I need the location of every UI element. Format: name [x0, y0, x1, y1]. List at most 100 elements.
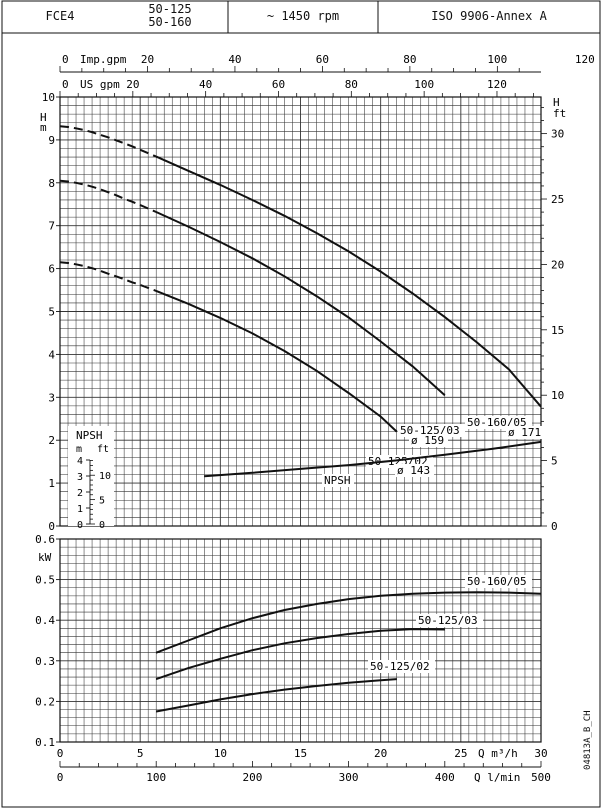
ft-tick-label: 20: [551, 258, 564, 271]
impeller-diameter-label: ø 159: [411, 434, 444, 447]
top-axis-tick-label: 120: [487, 78, 507, 91]
ft-tick-label: 30: [551, 128, 564, 141]
top-axis-tick-label: 20: [126, 78, 139, 91]
lmin-tick-label: 500: [531, 771, 551, 784]
head-series-label: 50-125/03: [400, 424, 460, 437]
impeller-diameter-label: ø 171: [508, 426, 541, 439]
power-curve: [155, 591, 542, 654]
lmin-tick-label: 0: [57, 771, 64, 784]
top-axis-tick-label: 120: [575, 53, 595, 66]
head-curve-dashed: [59, 179, 157, 213]
top-axis-tick-label: 20: [141, 53, 154, 66]
impeller-diameter-label-bg: [395, 464, 434, 477]
top-axis-tick-label: 0: [62, 78, 69, 91]
head-tick-label: 8: [48, 177, 55, 190]
head-tick-label: 2: [48, 434, 55, 447]
ft-axis-label: ft: [553, 107, 566, 120]
head-tick-label: 5: [48, 306, 55, 319]
npsh-m-label: 1: [77, 504, 83, 515]
top-axis-tick-label: 100: [414, 78, 434, 91]
power-series-label: 50-125/02: [370, 660, 430, 673]
npsh-m-label: 4: [77, 456, 83, 467]
document-ref: 04813A_B_CH: [583, 710, 593, 770]
head-tick-label: 1: [48, 477, 55, 490]
impeller-diameter-label-bg: [409, 434, 448, 447]
head-series-label-bg: [465, 416, 532, 429]
power-grid-frame: [59, 538, 542, 743]
header-speed: ~ 1450 rpm: [266, 9, 340, 23]
ft-tick-label: 15: [551, 324, 564, 337]
x-axis-label: Q m³/h: [478, 747, 518, 760]
power-tick-label: 0.5: [35, 574, 55, 587]
power-tick-label: 0.1: [35, 736, 55, 749]
top-axis-tick-label: 0: [62, 53, 69, 66]
power-series-label: 50-160/05: [467, 575, 527, 588]
top-axis-tick-label: 40: [199, 78, 212, 91]
power-curve: [155, 628, 445, 681]
head-curve: [155, 211, 446, 396]
npsh-curve-label-bg: [322, 474, 354, 487]
x-tick-label: 5: [137, 747, 144, 760]
power-axis-label: kW: [38, 551, 52, 564]
header-variant: 50-160: [148, 15, 192, 29]
npsh-ft-label: 10: [99, 471, 111, 482]
top-axis-label: Imp.gpm: [80, 53, 127, 66]
header-variants: 50-125 50-160: [120, 0, 220, 32]
head-curve-dashed: [59, 261, 157, 292]
header-model: FCE4: [45, 9, 75, 23]
head-tick-label: 6: [48, 263, 55, 276]
x-tick-label: 0: [57, 747, 64, 760]
npsh-scale-title: NPSH: [76, 429, 103, 442]
head-curve-dashed: [59, 125, 157, 158]
npsh-m-label: 2: [77, 488, 83, 499]
power-curve: [156, 678, 397, 713]
power-tick-label: 0.6: [35, 533, 55, 546]
lmin-tick-label: 300: [339, 771, 359, 784]
power-series-label-bg: [465, 575, 532, 588]
head-axis-label: H: [40, 111, 47, 124]
npsh-unit-m: m: [76, 444, 82, 455]
head-tick-label: 0: [48, 520, 55, 533]
impeller-diameter-label: ø 143: [397, 464, 430, 477]
lmin-tick-label: 200: [242, 771, 262, 784]
npsh-ft-label: 5: [99, 496, 105, 507]
top-axis-tick-label: 60: [316, 53, 329, 66]
top-axis-tick-label: 80: [345, 78, 358, 91]
x-axis-label-bg: [476, 747, 522, 760]
header-standard: ISO 9906-Annex A: [431, 9, 547, 23]
npsh-curve-label: NPSH: [324, 474, 351, 487]
head-axis-label: m: [40, 121, 47, 134]
head-series-label: 50-160/05: [467, 416, 527, 429]
lmin-axis-label-bg: [472, 771, 525, 784]
ft-tick-label: 0: [551, 520, 558, 533]
npsh-ft-label: 0: [99, 520, 105, 531]
lmin-tick-label: 100: [146, 771, 166, 784]
impeller-diameter-label-bg: [506, 426, 545, 439]
top-axis-tick-label: 80: [403, 53, 416, 66]
ft-tick-label: 5: [551, 455, 558, 468]
x-tick-label: 25: [454, 747, 467, 760]
top-axis-tick-label: 100: [487, 53, 507, 66]
npsh-curve: [204, 440, 542, 478]
power-series-label: 50-125/03: [418, 614, 478, 627]
top-axis-tick-label: 60: [272, 78, 285, 91]
top-axis-label: US gpm: [80, 78, 120, 91]
npsh-unit-ft: ft: [97, 444, 109, 455]
head-tick-label: 3: [48, 391, 55, 404]
lmin-axis-label: Q l/min: [474, 771, 520, 784]
header-variant: 50-125: [148, 2, 192, 16]
power-tick-label: 0.3: [35, 655, 55, 668]
head-tick-label: 7: [48, 220, 55, 233]
head-tick-label: 9: [48, 134, 55, 147]
power-series-label-bg: [416, 614, 483, 627]
npsh-m-label: 3: [77, 472, 83, 483]
ft-tick-label: 10: [551, 389, 564, 402]
power-tick-label: 0.2: [35, 695, 55, 708]
power-tick-label: 0.4: [35, 614, 55, 627]
head-series-label-bg: [398, 424, 465, 437]
head-curve: [155, 155, 542, 408]
ft-tick-label: 25: [551, 193, 564, 206]
lmin-tick-label: 400: [435, 771, 455, 784]
